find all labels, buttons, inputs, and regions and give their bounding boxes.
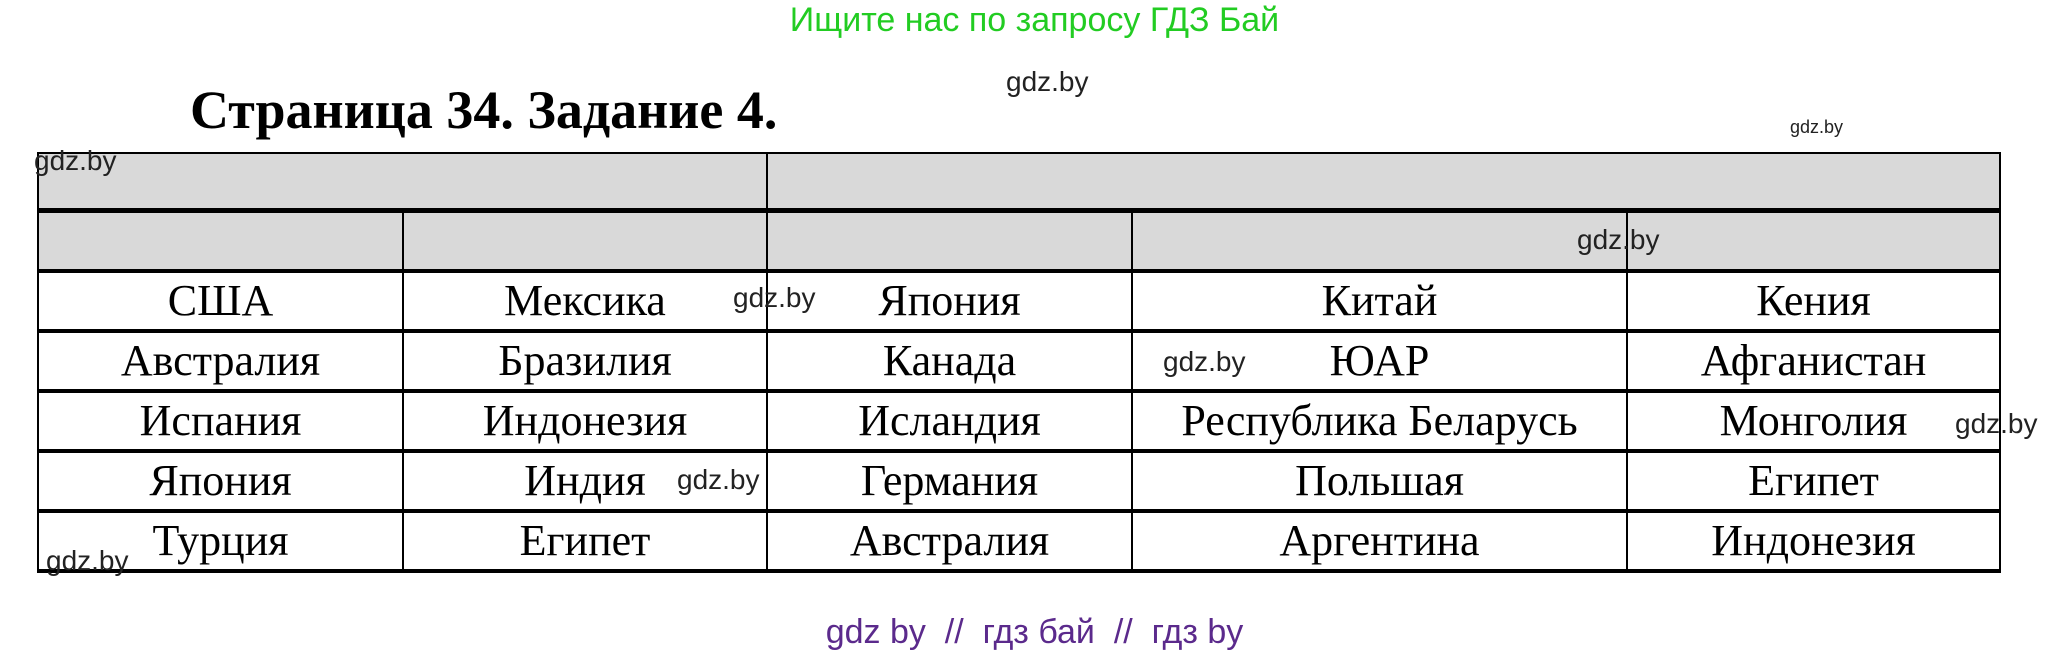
table-cell: Республика Беларусь	[1131, 390, 1628, 453]
table-cell: Польшая	[1131, 450, 1628, 513]
watermark: gdz.by	[733, 282, 816, 313]
header-cell	[765, 152, 2002, 213]
table-row: Австралия Бразилия Канада ЮАР Афганистан	[37, 330, 2002, 393]
table-cell: Германия	[766, 450, 1133, 513]
header-cell	[1131, 209, 1628, 273]
table-cell: Монголия	[1625, 390, 2002, 453]
table-row: Турция Египет Австралия Аргентина Индоне…	[37, 510, 2002, 573]
table-cell: США	[37, 270, 404, 333]
table-cell: Австралия	[766, 510, 1133, 573]
table-cell: Египет	[1625, 450, 2002, 513]
watermark: gdz.by	[1577, 224, 1660, 255]
page-title: Страница 34. Задание 4.	[190, 80, 778, 140]
table-cell: Исландия	[766, 390, 1133, 453]
table-cell: Япония	[37, 450, 404, 513]
search-banner: Ищите нас по запросу ГДЗ Бай	[789, 1, 1280, 39]
table-cell: ЮАР	[1131, 330, 1628, 393]
table-cell: Египет	[402, 510, 768, 573]
header-cell	[37, 209, 404, 273]
table-cell: Бразилия	[402, 330, 768, 393]
table-cell: Кения	[1625, 270, 2002, 333]
watermark: gdz.by	[1790, 117, 1844, 137]
header-cell	[1625, 209, 2002, 273]
watermark: gdz.by	[1955, 408, 2038, 439]
watermark: gdz.by	[34, 145, 117, 176]
watermark: gdz.by	[1006, 66, 1089, 97]
countries-table: США Мексика Япония Китай Кения Австралия…	[37, 152, 2002, 573]
table-row: США Мексика Япония Китай Кения	[37, 270, 2002, 333]
header-row-1	[37, 152, 2002, 213]
watermark: gdz.by	[46, 545, 129, 576]
table-cell: Япония	[766, 270, 1133, 333]
table-cell: Афганистан	[1625, 330, 2002, 393]
table-cell: Индия	[402, 450, 768, 513]
header-row-2	[37, 209, 2002, 273]
table-cell: Австралия	[37, 330, 404, 393]
footer-links: gdz by // гдз бай // гдз by	[825, 613, 1244, 651]
watermark: gdz.by	[677, 464, 760, 495]
watermark: gdz.by	[1163, 346, 1246, 377]
header-cell	[766, 209, 1133, 273]
table-cell: Аргентина	[1131, 510, 1628, 573]
header-cell	[37, 152, 768, 213]
table-cell: Мексика	[402, 270, 768, 333]
table-row: Япония Индия Германия Польшая Египет	[37, 450, 2002, 513]
table-cell: Индонезия	[402, 390, 768, 453]
table-cell: Индонезия	[1625, 510, 2002, 573]
table-cell: Канада	[766, 330, 1133, 393]
table-cell: Турция	[37, 510, 404, 573]
table-cell: Китай	[1131, 270, 1628, 333]
table-row: Испания Индонезия Исландия Республика Бе…	[37, 390, 2002, 453]
table-cell: Испания	[37, 390, 404, 453]
header-cell	[402, 209, 768, 273]
